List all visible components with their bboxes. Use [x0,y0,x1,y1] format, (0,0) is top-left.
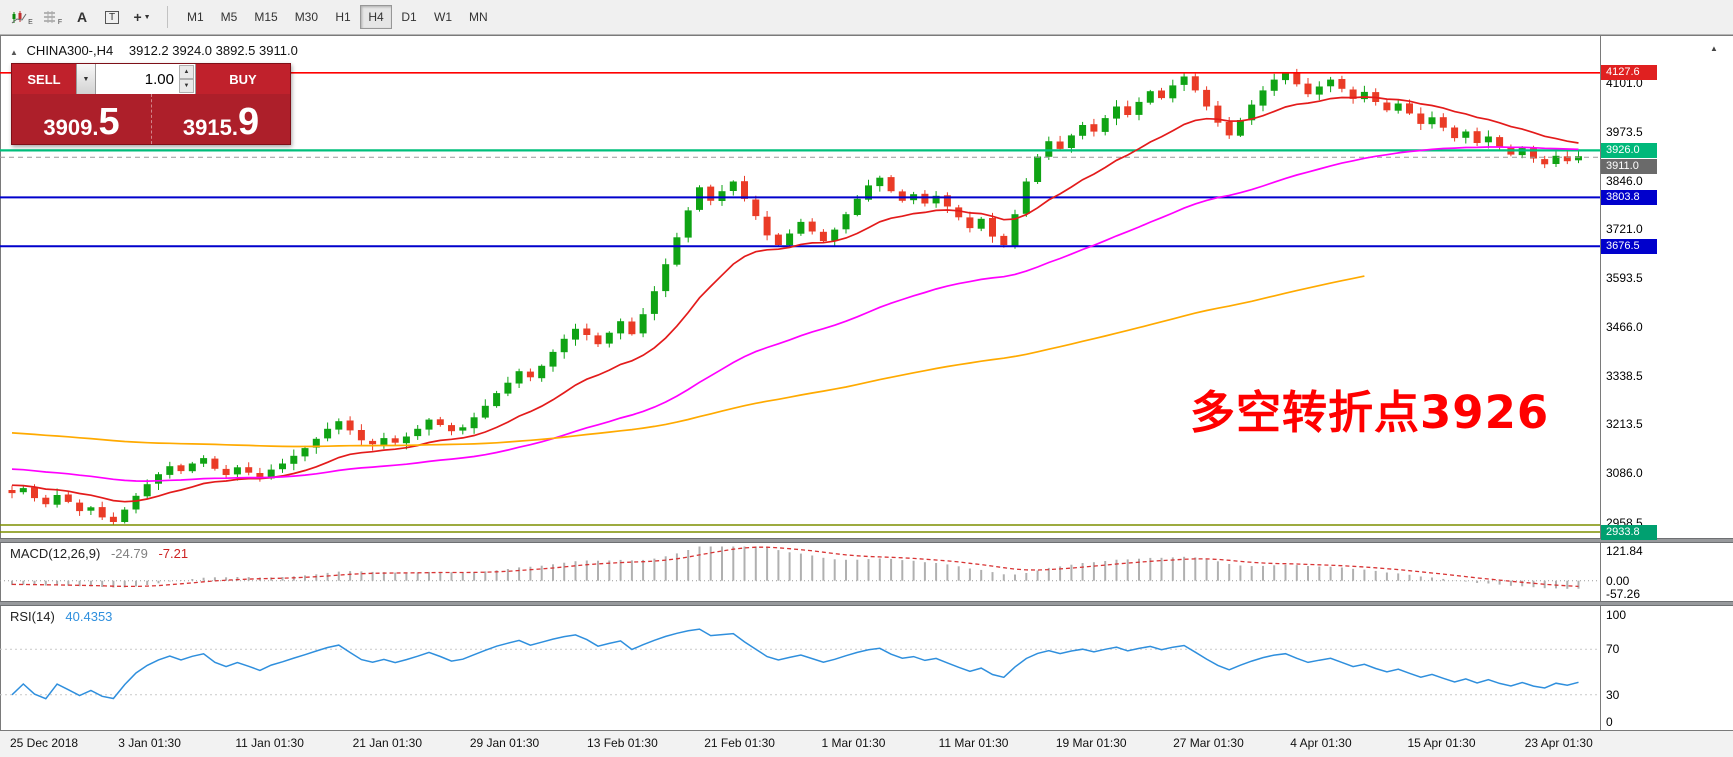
buy-button[interactable]: BUY [196,64,290,94]
candlestick-icon-glyph [11,10,27,23]
price-tick: 3593.5 [1606,271,1643,286]
macd-main-value: -24.79 [110,546,148,561]
volume-dropdown-button[interactable]: ▼ [76,64,96,94]
rsi-value: 40.4353 [65,609,113,624]
price-badge: 2933.8 [1601,524,1657,540]
time-label: 4 Apr 01:30 [1290,736,1352,750]
time-label: 11 Mar 01:30 [938,736,1009,750]
macd-axis-label: 121.84 [1606,544,1643,558]
macd-axis-label: 0.00 [1606,573,1630,588]
volume-value[interactable]: 1.00 [144,70,174,88]
one-click-trading-widget: SELL ▼ 1.00 ▲ ▼ BUY 3909. 5 3915. 9 [11,63,291,145]
timeframe-h1-button[interactable]: H1 [335,10,351,24]
bid-price-big-digit: 5 [98,100,120,143]
timeframe-mn-button[interactable]: MN [469,10,488,24]
ohlc-values: 3912.2 3924.0 3892.5 3911.0 [128,43,298,58]
chart-canvas[interactable] [0,0,1600,730]
timeframe-m15-button[interactable]: M15 [254,10,278,24]
letter-a-glyph: A [76,9,88,25]
price-badge: 3803.8 [1601,189,1657,205]
time-label: 29 Jan 01:30 [469,736,540,750]
ask-price-small: 3915. [182,115,238,140]
time-label: 25 Dec 2018 [10,736,79,750]
timeframe-m5-button[interactable]: M5 [220,10,238,24]
volume-field[interactable]: 1.00 ▲ ▼ [96,64,196,94]
ask-price-big-digit: 9 [237,100,260,143]
time-label: 1 Mar 01:30 [821,736,886,750]
price-tick: 3721.0 [1606,222,1643,237]
text-a-icon[interactable]: A [68,4,96,30]
label-icon[interactable]: T [98,4,126,30]
timeframe-d1-button[interactable]: D1 [401,10,417,24]
ask-price-panel[interactable]: 3915. 9 [151,94,290,144]
volume-spinner: ▲ ▼ [179,65,194,93]
bid-price-small: 3909. [43,115,99,140]
toolbar-separator [167,6,168,28]
macd-header: MACD(12,26,9) -24.79 -7.21 [10,546,188,561]
time-label: 27 Mar 01:30 [1173,736,1244,750]
chart-annotation-text: 多空转折点3926 [1190,386,1550,439]
price-tick: 3338.5 [1606,369,1643,384]
volume-down-button[interactable]: ▼ [179,79,194,93]
timeframe-group: M1 M5 M15 M30 H1 H4 D1 W1 MN [179,5,496,29]
chart-header: ▲ CHINA300-,H4 3912.2 3924.0 3892.5 3911… [10,43,298,58]
scale-marker-icon: ▲ [1710,44,1718,53]
time-label: 3 Jan 01:30 [118,736,181,750]
symbol-title: CHINA300-,H4 [26,43,114,58]
rsi-axis-label: 100 [1606,608,1627,622]
bid-price-panel[interactable]: 3909. 5 [12,94,151,144]
macd-signal-value: -7.21 [158,546,189,561]
volume-up-button[interactable]: ▲ [179,65,194,79]
price-tick: 3466.0 [1606,320,1643,335]
macd-label: MACD(12,26,9) [10,546,101,561]
time-label: 19 Mar 01:30 [1055,736,1127,750]
chart-mode-icon[interactable]: E [8,4,36,30]
grid-icon[interactable]: F [38,4,66,30]
expand-triangle-icon[interactable]: ▲ [10,48,18,57]
grid-icon-glyph [43,11,55,23]
icon-sub-label: F [57,19,63,26]
time-label: 23 Apr 01:30 [1524,736,1593,750]
crosshair-glyph: + [133,9,142,25]
price-tick: 3213.5 [1606,417,1643,432]
time-label: 21 Jan 01:30 [352,736,422,750]
time-label: 11 Jan 01:30 [235,736,304,750]
rsi-header: RSI(14) 40.4353 [10,609,112,624]
price-badge: 3676.5 [1601,238,1657,254]
price-tick: 3846.0 [1606,174,1643,189]
crosshair-icon[interactable]: + ▼ [128,4,156,30]
rsi-axis-label: 30 [1606,687,1620,702]
macd-axis-label: -57.26 [1606,587,1641,601]
rsi-axis-label: 70 [1606,642,1620,657]
macd-panel-separator[interactable] [0,538,1733,543]
price-tick: 3086.0 [1606,466,1643,481]
price-badge: 4127.6 [1601,65,1657,81]
letter-t-glyph: T [104,10,120,24]
sell-button[interactable]: SELL [12,64,76,94]
time-label: 21 Feb 01:30 [704,736,775,750]
chevron-down-icon: ▼ [143,13,151,21]
timeframe-w1-button[interactable]: W1 [434,10,453,24]
timeframe-m30-button[interactable]: M30 [294,10,319,24]
timeframe-h4-button[interactable]: H4 [360,5,393,29]
price-badge: 3911.0 [1601,159,1657,175]
icon-sub-label: E [28,19,33,26]
toolbar: E F A T + ▼ M1 M5 M15 M30 H1 H4 D1 W1 MN [0,0,1733,35]
rsi-panel-separator[interactable] [0,601,1733,606]
rsi-axis-label: 0 [1606,715,1613,729]
time-label: 13 Feb 01:30 [587,736,658,750]
time-label: 15 Apr 01:30 [1407,736,1476,750]
time-axis[interactable] [0,730,1733,757]
price-badge: 3926.0 [1601,142,1657,158]
rsi-label: RSI(14) [10,609,55,624]
chart-window[interactable] [0,35,1733,757]
timeframe-m1-button[interactable]: M1 [187,10,204,24]
price-tick: 3973.5 [1606,125,1643,140]
